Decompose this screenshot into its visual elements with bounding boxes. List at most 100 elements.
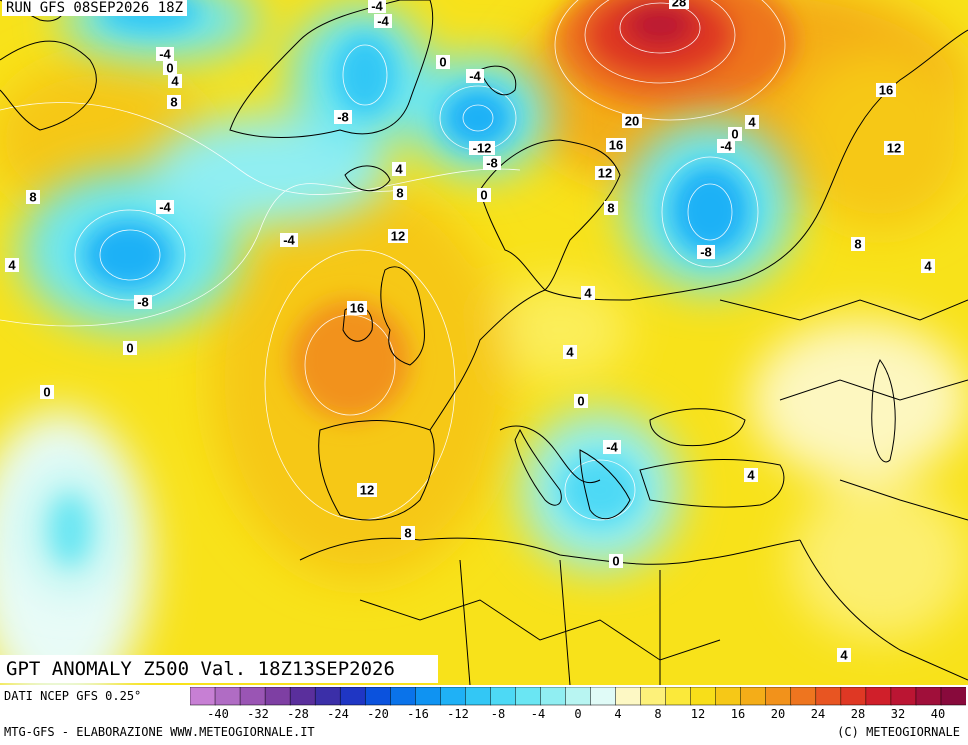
svg-text:8: 8 bbox=[170, 95, 177, 110]
svg-text:12: 12 bbox=[598, 166, 612, 181]
svg-text:-4: -4 bbox=[606, 440, 618, 455]
contour-label: -4 bbox=[280, 233, 298, 248]
svg-text:0: 0 bbox=[480, 188, 487, 203]
contour-label: 4 bbox=[744, 468, 758, 483]
contour-label: 8 bbox=[851, 237, 865, 252]
svg-text:-8: -8 bbox=[486, 156, 498, 171]
svg-text:-4: -4 bbox=[283, 233, 295, 248]
svg-text:8: 8 bbox=[396, 186, 403, 201]
svg-text:4: 4 bbox=[840, 648, 848, 663]
contour-label: 4 bbox=[563, 345, 577, 360]
colorbar-tick-label: 16 bbox=[730, 707, 746, 721]
colorbar-swatch bbox=[440, 687, 467, 706]
svg-text:0: 0 bbox=[166, 61, 173, 76]
contour-label: 8 bbox=[167, 95, 181, 110]
contour-label: 12 bbox=[884, 141, 904, 156]
contour-label: -4 bbox=[374, 14, 392, 29]
svg-text:8: 8 bbox=[854, 237, 861, 252]
colorbar-swatch bbox=[339, 687, 366, 706]
contour-label: 0 bbox=[477, 188, 491, 203]
contour-label: -4 bbox=[466, 69, 484, 84]
colorbar-tick-label: -8 bbox=[490, 707, 506, 721]
svg-text:-12: -12 bbox=[473, 141, 492, 156]
svg-text:0: 0 bbox=[439, 55, 446, 70]
svg-text:4: 4 bbox=[566, 345, 574, 360]
svg-text:-8: -8 bbox=[137, 295, 149, 310]
svg-text:12: 12 bbox=[391, 229, 405, 244]
colorbar-swatch bbox=[840, 687, 867, 706]
contour-label: 16 bbox=[347, 301, 367, 316]
contour-label: 0 bbox=[609, 554, 623, 569]
anomaly-field bbox=[0, 0, 968, 685]
colorbar-swatch bbox=[665, 687, 692, 706]
colorbar-tick-label: 12 bbox=[690, 707, 706, 721]
contour-label: -8 bbox=[483, 156, 501, 171]
colorbar-swatch bbox=[615, 687, 642, 706]
colorbar-tick-label: -4 bbox=[530, 707, 546, 721]
svg-text:-8: -8 bbox=[700, 245, 712, 260]
contour-label: -8 bbox=[334, 110, 352, 125]
svg-text:-8: -8 bbox=[337, 110, 349, 125]
colorbar-tick-label: 24 bbox=[810, 707, 826, 721]
contour-labels: -4 -4 -4 -4 0 4 8 0 -4 -8 -12 -8 0 4 8 -… bbox=[5, 0, 935, 663]
contour-label: 0 bbox=[728, 127, 742, 142]
contour-label: 16 bbox=[606, 138, 626, 153]
colorbar-swatch bbox=[264, 687, 291, 706]
colorbar-swatch bbox=[690, 687, 717, 706]
footer: DATI NCEP GFS 0.25° -40 -32 -28 -24 -20 -16 -1… bbox=[0, 685, 968, 745]
colorbar-swatch bbox=[890, 687, 917, 706]
svg-text:-4: -4 bbox=[159, 200, 171, 215]
svg-text:-4: -4 bbox=[371, 0, 383, 14]
contour-label: 8 bbox=[401, 526, 415, 541]
map-title: GPT ANOMALY Z500 Val. 18Z13SEP2026 bbox=[0, 655, 438, 683]
svg-text:0: 0 bbox=[43, 385, 50, 400]
contour-label: 4 bbox=[745, 115, 759, 130]
colorbar-swatch bbox=[465, 687, 492, 706]
svg-text:4: 4 bbox=[8, 258, 16, 273]
contour-label: 4 bbox=[581, 286, 595, 301]
data-source-label: DATI NCEP GFS 0.25° bbox=[4, 689, 142, 703]
colorbar-tick-label: -28 bbox=[287, 707, 309, 721]
colorbar-swatch bbox=[740, 687, 767, 706]
contour-label: 4 bbox=[392, 162, 406, 177]
colorbar-tick-label: 4 bbox=[614, 707, 622, 721]
svg-text:4: 4 bbox=[747, 468, 755, 483]
colorbar-swatch bbox=[590, 687, 617, 706]
colorbar-tick-label: -16 bbox=[407, 707, 429, 721]
run-label: RUN GFS 08SEP2026 18Z bbox=[2, 0, 188, 16]
svg-text:8: 8 bbox=[607, 201, 614, 216]
svg-text:0: 0 bbox=[126, 341, 133, 356]
svg-text:4: 4 bbox=[748, 115, 756, 130]
contour-label: 4 bbox=[5, 258, 19, 273]
credit-right: (C) METEOGIORNALE bbox=[837, 725, 960, 739]
contour-label: -8 bbox=[697, 245, 715, 260]
credit-left: MTG-GFS - ELABORAZIONE WWW.METEOGIORNALE… bbox=[4, 725, 315, 739]
svg-text:-4: -4 bbox=[159, 47, 171, 62]
colorbar-swatch bbox=[865, 687, 892, 706]
colorbar-swatch bbox=[490, 687, 517, 706]
anomaly-map: -4 -4 -4 -4 0 4 8 0 -4 -8 -12 -8 0 4 8 -… bbox=[0, 0, 968, 685]
contour-label: -4 bbox=[603, 440, 621, 455]
svg-text:0: 0 bbox=[731, 127, 738, 142]
colorbar-swatch bbox=[815, 687, 842, 706]
colorbar-swatch bbox=[790, 687, 817, 706]
svg-text:8: 8 bbox=[404, 526, 411, 541]
contour-label: 12 bbox=[357, 483, 377, 498]
colorbar bbox=[190, 687, 966, 706]
colorbar-swatch bbox=[940, 687, 966, 706]
contour-label: 0 bbox=[163, 61, 177, 76]
svg-text:16: 16 bbox=[350, 301, 364, 316]
contour-label: -4 bbox=[156, 200, 174, 215]
colorbar-tick-label: -24 bbox=[327, 707, 349, 721]
contour-label: 0 bbox=[40, 385, 54, 400]
colorbar-swatch bbox=[364, 687, 392, 706]
svg-text:-4: -4 bbox=[469, 69, 481, 84]
colorbar-swatch bbox=[390, 687, 417, 706]
colorbar-tick-label: 32 bbox=[890, 707, 906, 721]
contour-label: 16 bbox=[876, 83, 896, 98]
colorbar-swatch bbox=[415, 687, 442, 706]
colorbar-swatch bbox=[715, 687, 742, 706]
contour-label: 8 bbox=[393, 186, 407, 201]
contour-label: 0 bbox=[436, 55, 450, 70]
colorbar-tick-label: 28 bbox=[850, 707, 866, 721]
